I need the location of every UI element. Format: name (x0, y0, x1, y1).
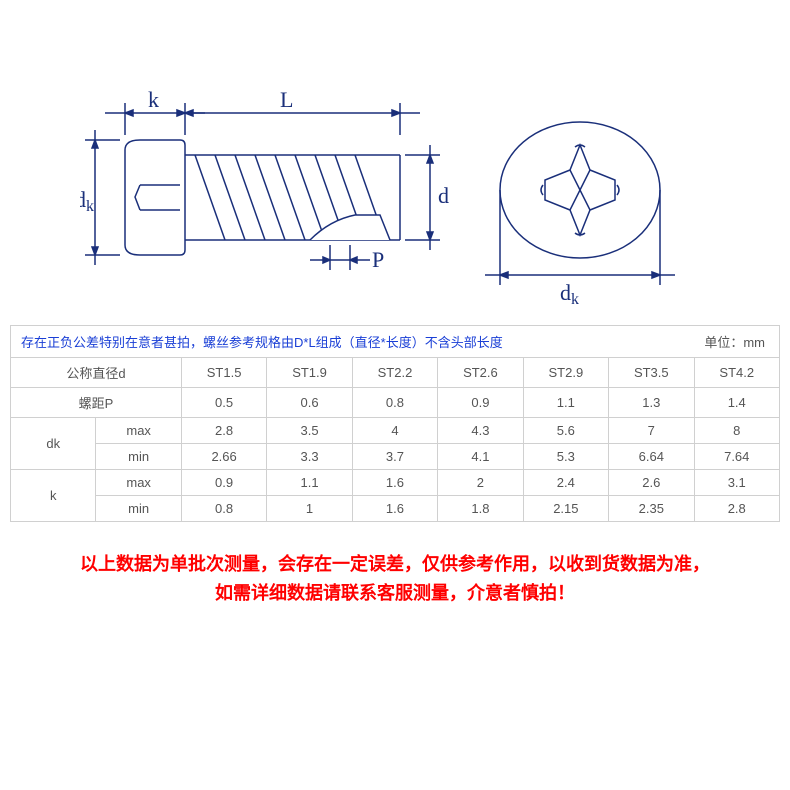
col-2: ST2.2 (352, 358, 437, 388)
spec-table: 公称直径d ST1.5 ST1.9 ST2.2 ST2.6 ST2.9 ST3.… (10, 357, 780, 522)
disclaimer-line2: 如需详细数据请联系客服测量，介意者慎拍！ (0, 579, 790, 608)
label-dk-left: dk (80, 187, 94, 215)
pitch-label: 螺距P (11, 388, 182, 418)
col-4: ST2.9 (523, 358, 608, 388)
dk-max-label: max (96, 418, 181, 444)
dk-label: dk (11, 418, 96, 470)
header-diameter: 公称直径d (11, 358, 182, 388)
header-row: 公称直径d ST1.5 ST1.9 ST2.2 ST2.6 ST2.9 ST3.… (11, 358, 780, 388)
notice-row: 存在正负公差特别在意者甚拍，螺丝参考规格由D*L组成（直径*长度）不含头部长度 … (10, 325, 780, 357)
k-min-label: min (96, 496, 181, 522)
disclaimer: 以上数据为单批次测量，会存在一定误差，仅供参考作用，以收到货数据为准， 如需详细… (0, 550, 790, 608)
screw-svg: k L dk d P dk (80, 85, 710, 310)
unit-text: 单位：mm (690, 326, 779, 357)
dk-max-row: dk max 2.8 3.5 4 4.3 5.6 7 8 (11, 418, 780, 444)
label-L: L (280, 87, 293, 112)
screw-diagram: k L dk d P dk (80, 85, 710, 310)
label-d: d (438, 183, 449, 208)
disclaimer-line1: 以上数据为单批次测量，会存在一定误差，仅供参考作用，以收到货数据为准， (0, 550, 790, 579)
col-3: ST2.6 (438, 358, 523, 388)
col-6: ST4.2 (694, 358, 780, 388)
col-0: ST1.5 (181, 358, 266, 388)
dk-min-row: min 2.66 3.3 3.7 4.1 5.3 6.64 7.64 (11, 444, 780, 470)
label-k: k (148, 87, 159, 112)
k-min-row: min 0.8 1 1.6 1.8 2.15 2.35 2.8 (11, 496, 780, 522)
col-1: ST1.9 (267, 358, 352, 388)
k-max-row: k max 0.9 1.1 1.6 2 2.4 2.6 3.1 (11, 470, 780, 496)
pitch-row: 螺距P 0.5 0.6 0.8 0.9 1.1 1.3 1.4 (11, 388, 780, 418)
k-max-label: max (96, 470, 181, 496)
dk-min-label: min (96, 444, 181, 470)
k-label: k (11, 470, 96, 522)
notice-text: 存在正负公差特别在意者甚拍，螺丝参考规格由D*L组成（直径*长度）不含头部长度 (11, 326, 690, 357)
label-dk-bottom: dk (560, 280, 579, 308)
spec-table-area: 存在正负公差特别在意者甚拍，螺丝参考规格由D*L组成（直径*长度）不含头部长度 … (10, 325, 780, 522)
label-P: P (372, 247, 384, 272)
col-5: ST3.5 (609, 358, 694, 388)
